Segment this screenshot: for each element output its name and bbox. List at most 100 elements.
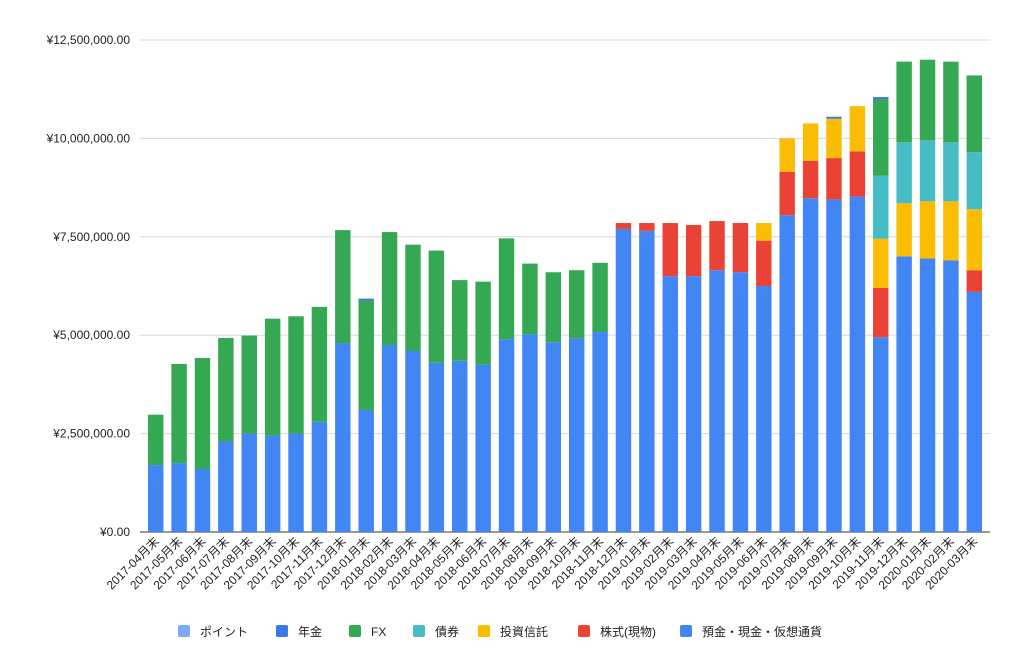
y-axis: ¥0.00 ¥2,500,000.00 ¥5,000,000.00 ¥7,500,00… xyxy=(46,33,131,539)
y-tick-label: ¥0.00 xyxy=(99,525,130,539)
bar-segment xyxy=(943,260,959,532)
bar-segment xyxy=(545,272,562,343)
legend-label: 投資信託 xyxy=(500,624,548,639)
bar-segment xyxy=(966,152,983,210)
legend-swatch xyxy=(413,625,425,637)
bar-segment xyxy=(826,199,842,532)
bar-segment xyxy=(943,201,959,261)
bar-segment xyxy=(428,362,445,532)
bar-segment xyxy=(381,232,398,346)
legend-swatch xyxy=(276,625,288,637)
bar-segment xyxy=(639,230,655,532)
bar-segment xyxy=(639,223,655,231)
bar-segment xyxy=(335,230,351,344)
bar-segment xyxy=(919,201,936,259)
legend-swatch xyxy=(578,625,590,637)
bar-segment xyxy=(966,75,983,153)
bar-segment xyxy=(873,337,889,532)
legend-label: 預金・現金・仮想通貨 xyxy=(702,624,822,639)
bar-segment xyxy=(896,61,912,143)
bar-segment xyxy=(826,116,842,119)
bar-segment xyxy=(568,270,585,339)
legend: ポイント 年金 FX 債券 投資信託 株式(現物) 預金・現金・仮想通貨 xyxy=(178,624,822,639)
bar-segment xyxy=(849,196,866,532)
bar-segment xyxy=(756,286,772,532)
bar-segment xyxy=(568,338,585,532)
bars xyxy=(147,59,983,533)
bar-segment xyxy=(592,332,608,532)
bar-segment xyxy=(171,363,187,464)
bar-segment xyxy=(849,151,866,197)
bar-segment xyxy=(873,99,889,176)
bar-segment xyxy=(264,318,281,436)
bar-segment xyxy=(779,138,795,172)
bar-segment xyxy=(919,140,936,202)
bar-segment xyxy=(288,316,304,434)
bar-segment xyxy=(522,263,538,335)
bar-segment xyxy=(685,276,702,532)
grid-lines xyxy=(140,39,990,533)
bar-segment xyxy=(756,240,772,286)
bar-segment xyxy=(194,358,211,470)
bar-segment xyxy=(498,238,515,340)
bar-segment xyxy=(896,203,912,257)
legend-swatch xyxy=(680,625,692,637)
x-axis: 2017-04月末2017-05月末2017-06月末2017-07月末2017… xyxy=(104,534,981,592)
bar-segment xyxy=(966,270,983,292)
bar-segment xyxy=(896,142,912,204)
y-tick-label: ¥12,500,000.00 xyxy=(46,33,131,47)
bar-segment xyxy=(545,342,562,532)
bar-segment xyxy=(709,221,725,271)
bar-segment xyxy=(498,339,515,532)
bar-segment xyxy=(452,280,468,361)
bar-segment xyxy=(966,291,983,532)
bar-segment xyxy=(662,223,678,277)
bar-segment xyxy=(358,298,374,301)
bar-segment xyxy=(358,409,374,532)
bar-segment xyxy=(147,465,164,532)
legend-label: 年金 xyxy=(298,624,322,639)
bar-segment xyxy=(615,223,632,229)
bar-segment xyxy=(685,224,702,277)
bar-segment xyxy=(802,198,819,532)
legend-swatch xyxy=(178,625,190,637)
bar-segment xyxy=(756,223,772,241)
bar-segment xyxy=(919,59,936,141)
bar-segment xyxy=(194,469,211,532)
bar-segment xyxy=(335,343,351,532)
bar-segment xyxy=(873,287,889,338)
bar-segment xyxy=(802,160,819,199)
bar-segment xyxy=(849,106,866,152)
bar-segment xyxy=(452,360,468,532)
y-tick-label: ¥10,000,000.00 xyxy=(46,131,131,145)
bar-segment xyxy=(732,272,749,532)
bar-segment xyxy=(522,334,538,532)
bar-segment xyxy=(381,345,398,532)
bar-segment xyxy=(943,142,959,202)
legend-label: FX xyxy=(371,625,386,639)
bar-segment xyxy=(428,250,445,363)
bar-segment xyxy=(592,262,608,333)
bar-segment xyxy=(171,463,187,532)
bar-segment xyxy=(779,171,795,216)
bar-segment xyxy=(873,175,889,239)
bar-segment xyxy=(405,244,421,351)
bar-segment xyxy=(873,97,889,100)
bar-segment xyxy=(896,256,912,532)
y-tick-label: ¥7,500,000.00 xyxy=(52,230,130,244)
bar-segment xyxy=(311,306,328,422)
legend-label: ポイント xyxy=(200,625,248,639)
bar-segment xyxy=(826,118,842,159)
legend-label: 債券 xyxy=(435,624,459,639)
legend-swatch xyxy=(478,625,490,637)
bar-segment xyxy=(709,270,725,532)
bar-segment xyxy=(288,433,304,532)
bar-segment xyxy=(966,209,983,271)
bar-segment xyxy=(802,123,819,161)
bar-segment xyxy=(358,300,374,410)
legend-label: 株式(現物) xyxy=(600,624,656,639)
bar-segment xyxy=(779,215,795,533)
bar-segment xyxy=(147,414,164,466)
bar-segment xyxy=(475,364,491,532)
